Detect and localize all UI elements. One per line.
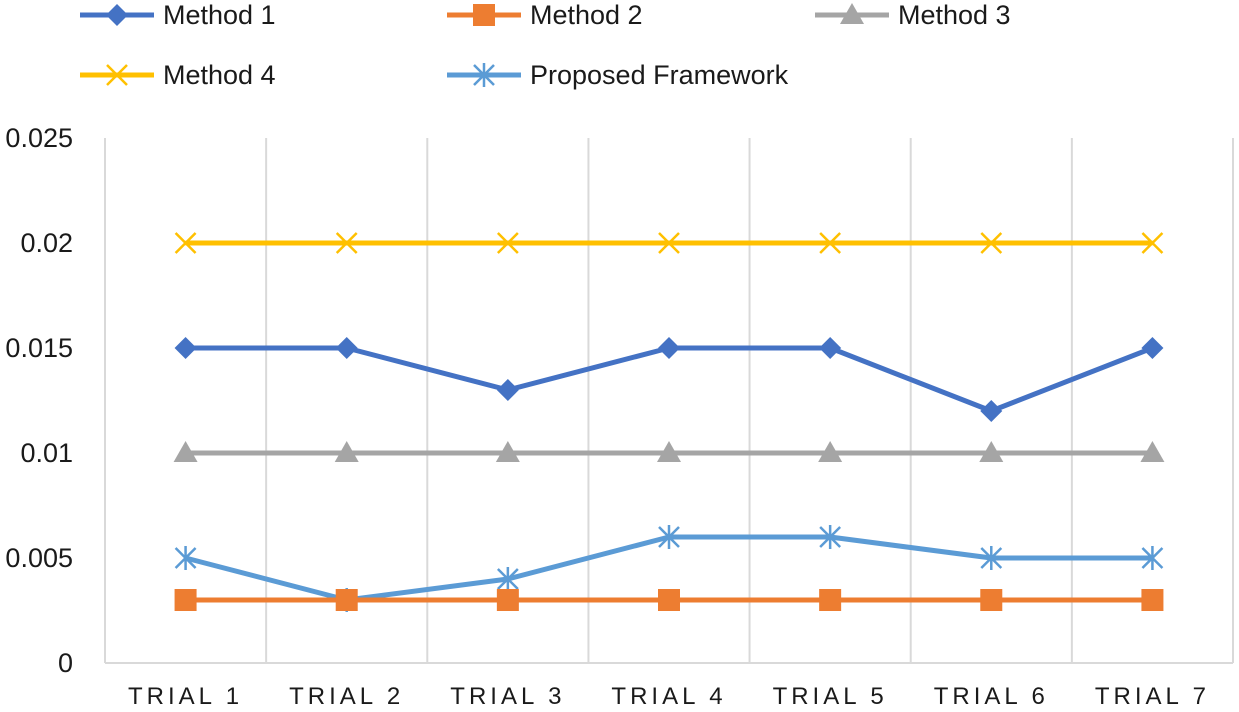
data-point — [496, 379, 519, 401]
y-tick-label: 0.01 — [20, 438, 73, 468]
legend-marker — [106, 4, 128, 26]
y-tick-label: 0 — [58, 648, 73, 678]
data-point — [1141, 232, 1164, 254]
x-tick-label: TRIAL 3 — [450, 683, 565, 710]
legend-marker — [840, 3, 864, 24]
data-point — [174, 337, 197, 359]
data-point — [658, 232, 680, 254]
data-point — [174, 546, 197, 570]
legend-label: Method 4 — [163, 60, 276, 90]
x-tick-label: TRIAL 2 — [289, 683, 404, 710]
x-tick-label: TRIAL 1 — [128, 683, 243, 710]
x-tick-label: TRIAL 7 — [1095, 683, 1210, 710]
data-point — [496, 589, 519, 611]
legend-label: Method 2 — [530, 0, 643, 30]
series-method-3 — [173, 441, 1165, 462]
series-method-2 — [174, 589, 1164, 611]
data-point — [819, 232, 842, 254]
series-method-4 — [174, 232, 1164, 254]
y-tick-label: 0.02 — [20, 228, 73, 258]
legend: Method 1 Method 2 Method 3 Method 4 Proposed… — [80, 0, 1011, 90]
data-point — [335, 337, 358, 359]
data-point — [174, 589, 197, 611]
series-group — [173, 232, 1165, 612]
data-point — [819, 589, 842, 611]
legend-entry: Method 2 — [447, 0, 643, 30]
legend-entry: Method 1 — [80, 0, 276, 30]
y-tick-label: 0.015 — [5, 333, 73, 363]
data-point — [174, 232, 197, 254]
data-point — [335, 589, 358, 611]
x-tick-label: TRIAL 6 — [934, 683, 1049, 710]
data-point — [496, 232, 519, 254]
data-point — [818, 441, 843, 462]
data-point — [819, 525, 842, 549]
legend-label: Method 3 — [898, 0, 1011, 30]
legend-marker — [473, 4, 495, 26]
data-point — [334, 441, 359, 462]
y-tick-label: 0.005 — [5, 543, 73, 573]
data-point — [980, 232, 1003, 254]
x-tick-label: TRIAL 4 — [611, 683, 726, 710]
data-point — [819, 337, 842, 359]
data-point — [980, 400, 1003, 422]
data-point — [335, 232, 358, 254]
axes: 0 0.005 0.01 0.015 0.02 0.025 TRIAL 1 TRIAL 2 TR… — [5, 123, 1233, 710]
series-method-1 — [174, 337, 1164, 422]
y-tick-label: 0.025 — [5, 123, 73, 153]
data-point — [979, 441, 1004, 462]
legend-label: Method 1 — [163, 0, 276, 30]
data-point — [1141, 337, 1164, 359]
data-point — [495, 441, 520, 462]
data-point — [658, 337, 680, 359]
data-point — [1141, 546, 1164, 570]
legend-marker — [106, 64, 128, 86]
data-point — [657, 441, 681, 462]
legend-entry: Proposed Framework — [447, 60, 789, 90]
data-point — [1140, 441, 1165, 462]
data-point — [496, 567, 519, 591]
legend-entry: Method 4 — [80, 60, 276, 90]
data-point — [658, 525, 680, 549]
data-point — [980, 546, 1003, 570]
legend-entry: Method 3 — [815, 0, 1011, 30]
x-tick-label: TRIAL 5 — [773, 683, 888, 710]
gridlines — [104, 138, 1234, 663]
data-point — [980, 589, 1003, 611]
legend-label: Proposed Framework — [530, 60, 789, 90]
data-point — [1141, 589, 1164, 611]
data-point — [173, 441, 198, 462]
legend-marker — [473, 63, 495, 87]
data-point — [658, 589, 680, 611]
